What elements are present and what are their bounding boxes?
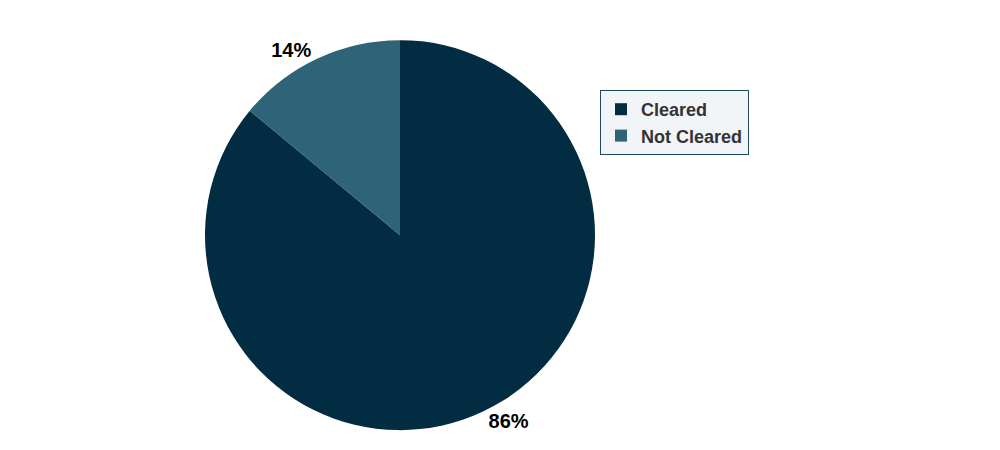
svg-text:14%: 14%: [271, 39, 311, 61]
svg-text:Not Cleared: Not Cleared: [641, 127, 742, 147]
svg-text:Cleared: Cleared: [641, 100, 707, 120]
svg-text:86%: 86%: [489, 410, 529, 432]
